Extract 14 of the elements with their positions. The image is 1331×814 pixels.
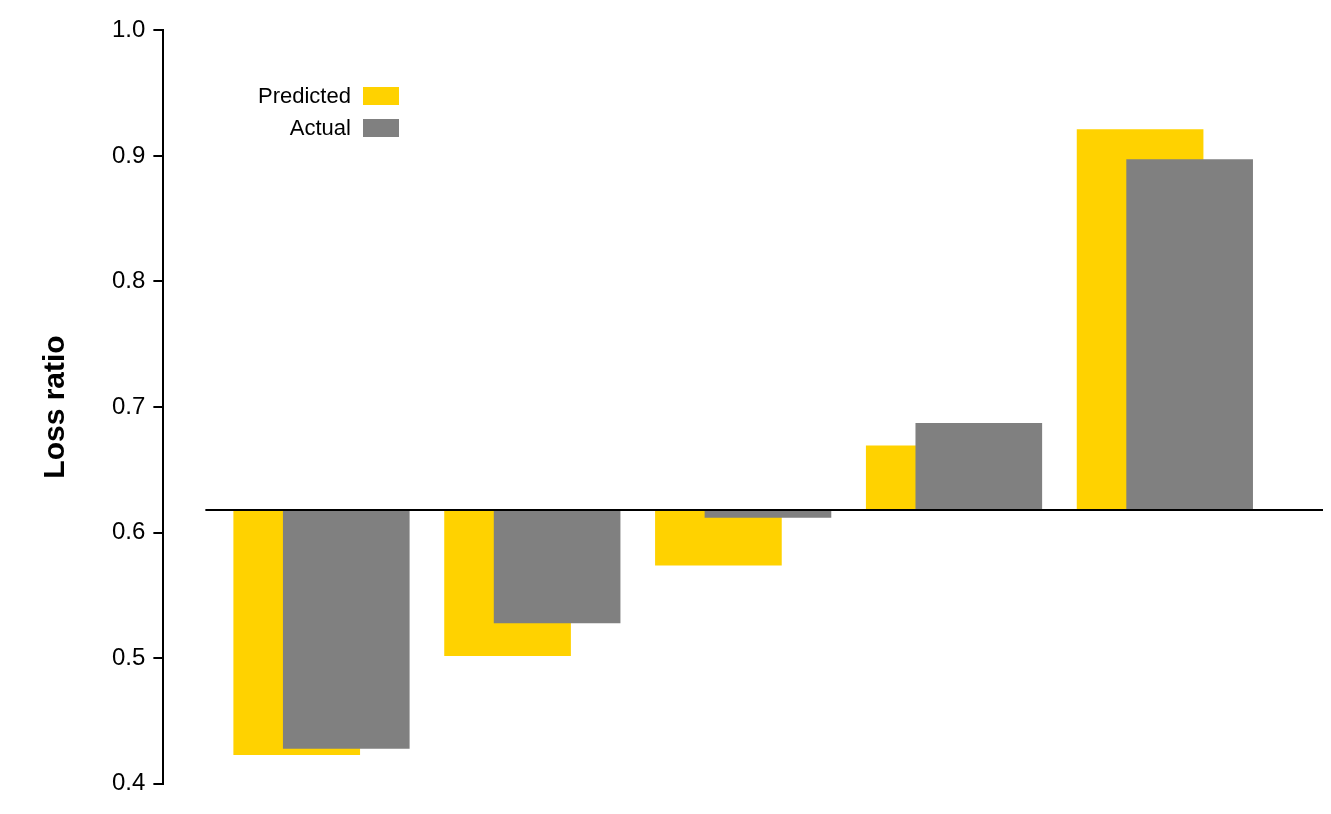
y-tick-label: 0.7	[111, 391, 146, 419]
bar	[282, 509, 410, 749]
legend-label: Actual	[289, 115, 351, 141]
y-axis-title: Loss ratio	[37, 335, 71, 479]
bar	[915, 422, 1043, 511]
y-tick-label: 0.5	[111, 642, 146, 670]
y-tick-label: 0.9	[111, 140, 146, 168]
legend-label: Predicted	[258, 83, 351, 109]
y-tick-label: 0.6	[111, 517, 146, 545]
bar	[1126, 159, 1253, 511]
y-tick-label: 0.8	[111, 266, 146, 294]
y-tick-label: 0.4	[111, 768, 146, 796]
y-tick-label: 1.0	[111, 15, 146, 43]
bar	[493, 509, 621, 624]
